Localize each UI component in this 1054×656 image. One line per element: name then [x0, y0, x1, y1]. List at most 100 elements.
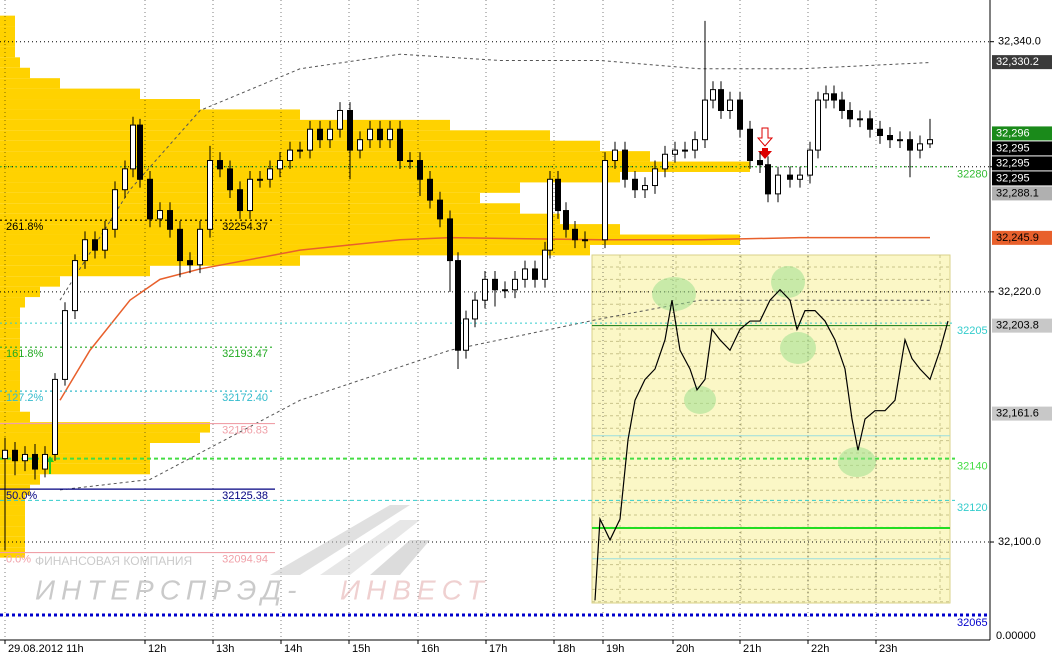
candle-body — [847, 109, 853, 120]
candle-body — [267, 168, 273, 180]
fib-ratio: 127.2% — [6, 392, 44, 404]
volume-bar — [0, 401, 20, 412]
candle-body — [277, 160, 283, 170]
price-marker — [992, 186, 1052, 201]
volume-bar — [0, 224, 620, 235]
volume-bar — [0, 505, 25, 516]
volume-bar — [0, 130, 550, 141]
candle-body — [622, 149, 628, 180]
volume-bar — [0, 151, 650, 162]
candle-body — [927, 139, 933, 145]
watermark-name-tail: ИНВЕСТ — [340, 574, 490, 605]
candle-body — [147, 178, 153, 220]
candle-body — [397, 128, 403, 162]
candle-body — [187, 260, 193, 266]
price-marker-label: 32,296 — [996, 127, 1030, 139]
level-label: 32280 — [957, 169, 988, 181]
price-marker — [992, 318, 1052, 333]
candle-body — [582, 239, 588, 242]
candle-body — [367, 128, 373, 141]
candle-body — [831, 93, 837, 101]
x-tick-label: 23h — [879, 643, 897, 655]
candle-body — [167, 210, 173, 230]
volume-bar — [0, 307, 20, 318]
candle-body — [632, 178, 638, 191]
fib-price: 32094.94 — [222, 553, 268, 565]
candle-body — [82, 239, 88, 262]
fib-ratio: 161.8% — [6, 348, 44, 360]
candle-body — [447, 218, 453, 262]
candle-body — [815, 99, 821, 151]
candle-body — [472, 299, 478, 320]
price-marker-label: 32,245.9 — [996, 232, 1039, 244]
fib-ratio: 50.0% — [6, 490, 37, 502]
volume-bar — [0, 78, 60, 89]
candle-body — [572, 228, 578, 241]
volume-bar — [0, 244, 590, 256]
candle-body — [247, 178, 253, 212]
level-label: 32140 — [957, 461, 988, 473]
price-marker-label: 32,295 — [996, 157, 1030, 169]
volume-bar — [0, 15, 15, 27]
price-marker-label: 32,295 — [996, 142, 1030, 154]
volume-bar — [0, 442, 150, 454]
candle-body — [62, 310, 68, 380]
x-tick-label: 15h — [352, 643, 370, 655]
candle-body — [52, 378, 58, 455]
volume-bar — [0, 36, 15, 47]
level-label: 32120 — [957, 502, 988, 514]
candle-body — [102, 228, 108, 251]
candle-body — [257, 178, 263, 181]
candle-body — [757, 160, 763, 166]
candle-body — [122, 168, 128, 191]
y-tick-label: 32,100.0 — [998, 536, 1041, 548]
highlight-circle — [780, 332, 816, 364]
candle-body — [482, 278, 488, 301]
y-tick-label: 32,220.0 — [998, 286, 1041, 298]
candle-body — [347, 109, 353, 151]
price-marker — [992, 156, 1052, 171]
level-label: 32065 — [957, 617, 988, 629]
candle-body — [787, 174, 793, 180]
x-tick-label: 19h — [606, 643, 624, 655]
volume-bar — [0, 484, 30, 496]
price-marker-label: 32,161.6 — [996, 408, 1039, 420]
price-marker — [992, 126, 1052, 141]
candle-body — [307, 128, 313, 151]
candle-body — [775, 174, 781, 195]
fib-price: 32172.40 — [222, 392, 268, 404]
candle-body — [317, 128, 323, 141]
candle-body — [32, 453, 38, 470]
pattern-box — [591, 254, 951, 604]
volume-bar — [0, 255, 300, 266]
x-tick-label: 20h — [676, 643, 694, 655]
volume-bar — [0, 213, 560, 225]
fib-ratio: 261.8% — [6, 221, 44, 233]
volume-bar — [0, 338, 20, 350]
front: 261.8% 32254.37 161.8% 32193.47 127.2% 32172.… — [2, 20, 949, 601]
candle-body — [72, 260, 78, 312]
price-marker-label: 32,288.1 — [996, 187, 1039, 199]
volume-bar — [0, 380, 20, 391]
logo-stripe — [270, 505, 410, 575]
candle-body — [287, 149, 293, 162]
candle-body — [437, 199, 443, 220]
x-tick-label: 13h — [216, 643, 234, 655]
volume-bar — [0, 422, 210, 433]
candle-body — [502, 289, 508, 292]
volume-bar — [0, 453, 150, 464]
candle-body — [455, 260, 461, 351]
candle-body — [217, 160, 223, 170]
candle-body — [642, 185, 648, 191]
candle-body — [672, 149, 678, 155]
x-tick-label: 14h — [284, 643, 302, 655]
candle-body — [737, 99, 743, 130]
candle-body — [857, 118, 863, 121]
watermark: ФИНАНСОВАЯ КОМПАНИЯ ИНТЕРСПРЭД- ИНВЕСТ — [35, 505, 490, 605]
highlight-circle — [838, 447, 876, 477]
volume-bar — [0, 474, 40, 485]
volume-bar — [0, 359, 20, 371]
candle-body — [765, 164, 771, 195]
level-label: 32205 — [957, 325, 988, 337]
candle-body — [867, 118, 873, 130]
